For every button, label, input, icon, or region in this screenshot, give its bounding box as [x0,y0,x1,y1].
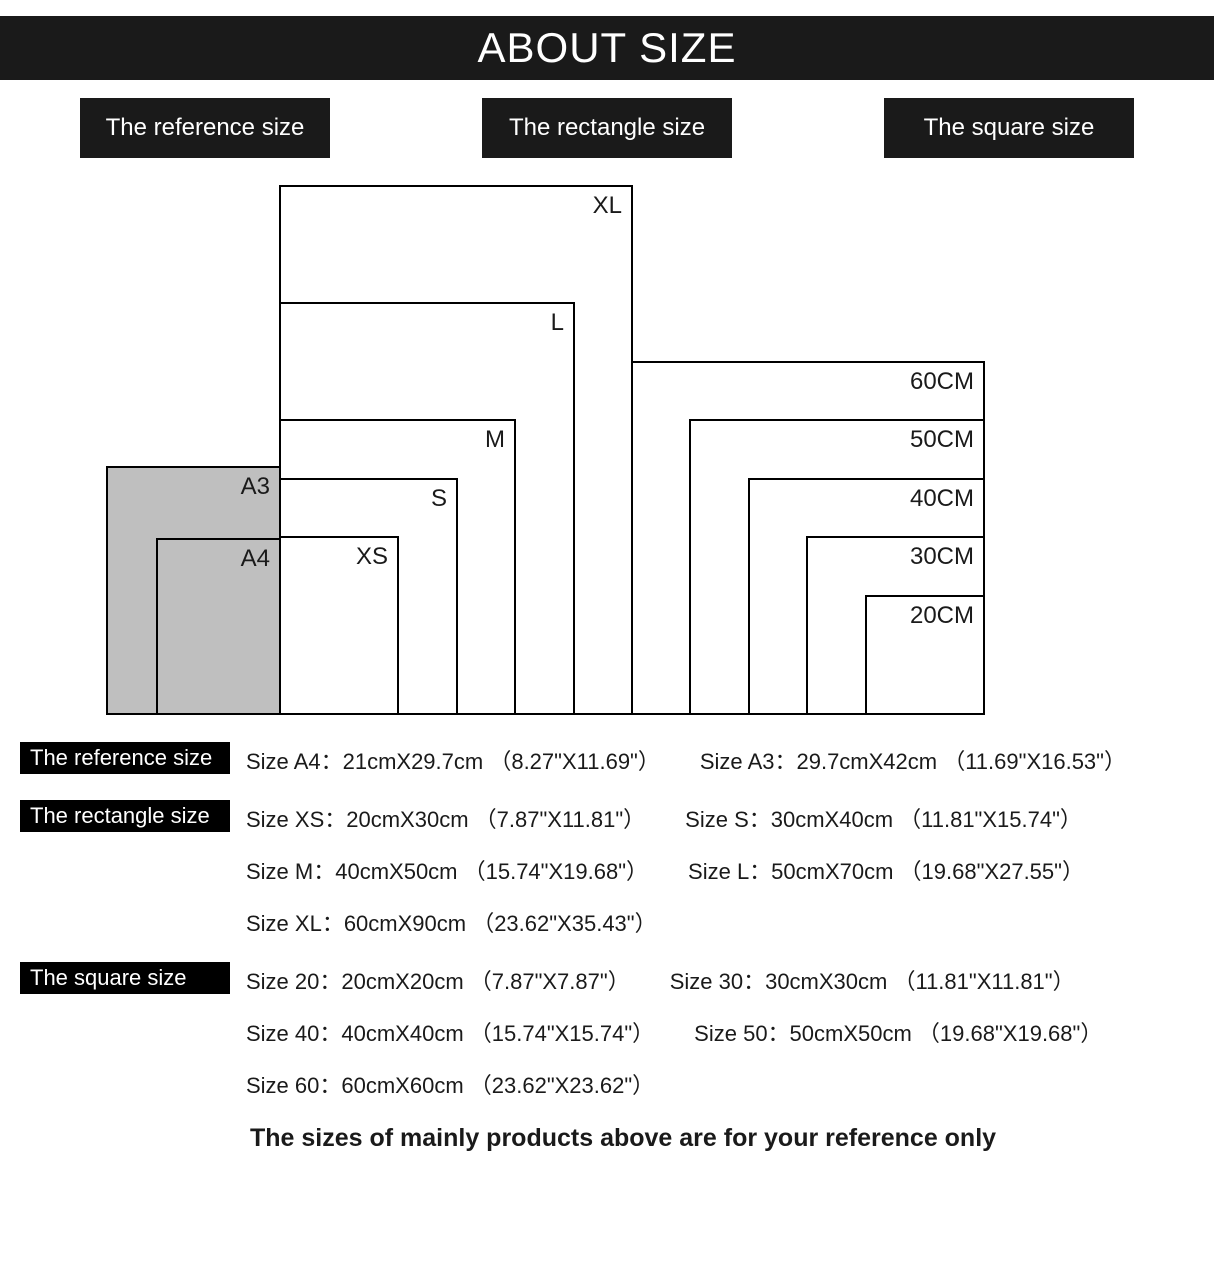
tab-rectangle-size: The rectangle size [482,98,732,158]
legend-label-square: The square size [20,962,230,994]
size-box-label: XS [356,543,388,571]
tab-square-size: The square size [884,98,1134,158]
legend-item: Size 40：40cmX40cm （15.74"X15.74"） [246,1016,654,1048]
legend-item: Size S：30cmX40cm （11.81"X15.74"） [685,802,1082,834]
size-box-label: S [431,485,447,513]
size-box-label: L [551,309,564,337]
legend-row-square: The square size Size 20：20cmX20cm （7.87"… [20,962,1194,1100]
legend-item: Size 30：30cmX30cm （11.81"X11.81"） [670,964,1075,996]
size-box-label: 20CM [910,602,974,630]
size-box-label: 30CM [910,543,974,571]
tab-reference-size: The reference size [80,98,330,158]
size-box-label: 60CM [910,368,974,396]
size-box-XS: XS [280,537,398,714]
legend-items-rectangle: Size XS：20cmX30cm （7.87"X11.81"） Size S：… [246,800,1194,938]
size-comparison-diagram: A3 A4 XL L M S XS 60CM 50CM 40CM 30CM 20CM [107,184,1107,714]
legend-item: Size 20：20cmX20cm （7.87"X7.87"） [246,964,630,996]
legend-item: Size M：40cmX50cm （15.74"X19.68"） [246,854,648,886]
legend-item: Size A3：29.7cmX42cm （11.69"X16.53"） [700,744,1126,776]
legend-items-reference: Size A4：21cmX29.7cm （8.27"X11.69"） Size … [246,742,1194,776]
footnote-disclaimer: The sizes of mainly products above are f… [250,1124,1214,1153]
size-box-label: M [485,426,505,454]
size-box-label: 50CM [910,426,974,454]
size-box-label: XL [593,192,622,220]
legend-item: Size 50：50cmX50cm （19.68"X19.68"） [694,1016,1102,1048]
legend-label-rectangle: The rectangle size [20,800,230,832]
size-box-label: A4 [241,545,270,573]
size-legend: The reference size Size A4：21cmX29.7cm （… [20,742,1194,1100]
legend-row-reference: The reference size Size A4：21cmX29.7cm （… [20,742,1194,776]
legend-item: Size 60：60cmX60cm （23.62"X23.62"） [246,1068,654,1100]
size-box-20cm: 20CM [866,596,984,714]
about-size-banner: ABOUT SIZE [0,16,1214,80]
size-box-A4: A4 [157,539,280,714]
legend-label-reference: The reference size [20,742,230,774]
size-box-label: A3 [241,473,270,501]
legend-items-square: Size 20：20cmX20cm （7.87"X7.87"） Size 30：… [246,962,1194,1100]
legend-item: Size A4：21cmX29.7cm （8.27"X11.69"） [246,744,660,776]
legend-item: Size L：50cmX70cm （19.68"X27.55"） [688,854,1084,886]
size-box-label: 40CM [910,485,974,513]
legend-row-rectangle: The rectangle size Size XS：20cmX30cm （7.… [20,800,1194,938]
legend-item: Size XL：60cmX90cm （23.62"X35.43"） [246,906,657,938]
size-category-tabs: The reference size The rectangle size Th… [0,80,1214,158]
legend-item: Size XS：20cmX30cm （7.87"X11.81"） [246,802,645,834]
